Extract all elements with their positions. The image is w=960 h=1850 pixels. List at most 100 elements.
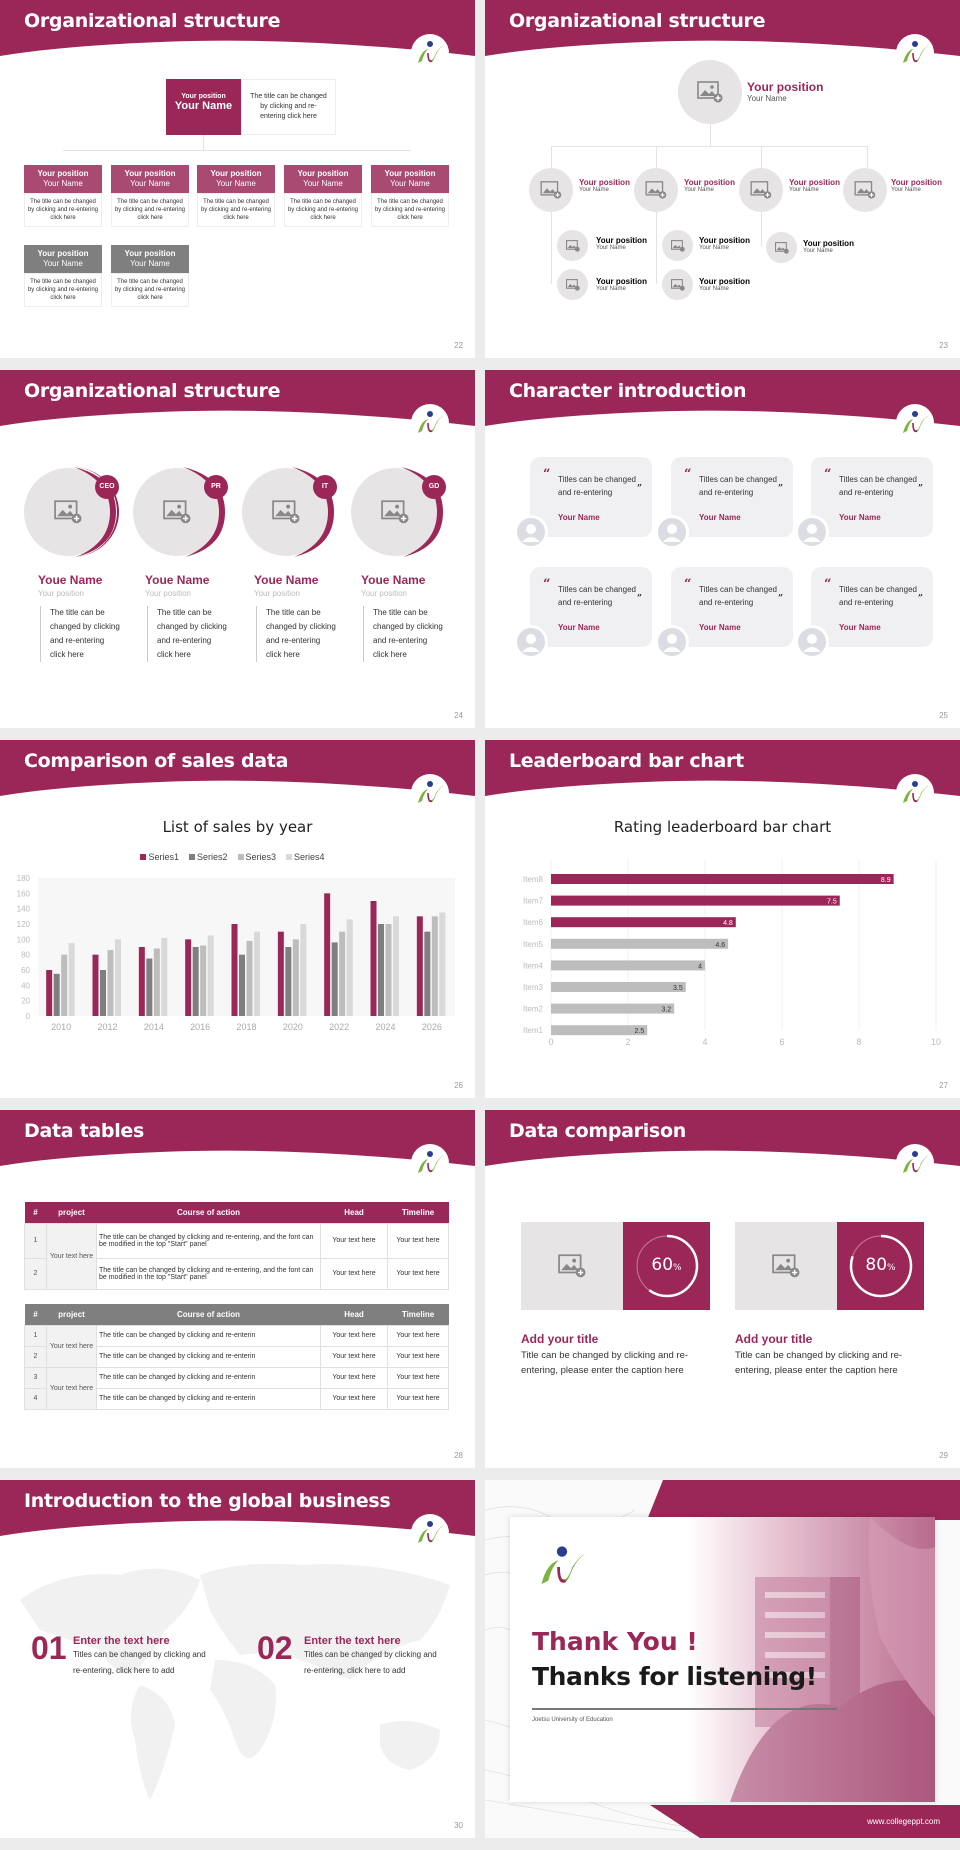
slide-23[interactable]: Organizational structure Your position Y… bbox=[485, 0, 960, 358]
slide-28[interactable]: Data tables # project Course of action H… bbox=[0, 1110, 475, 1468]
svg-text:2010: 2010 bbox=[51, 1022, 71, 1032]
slide-header: Comparison of sales data bbox=[0, 740, 475, 800]
slide-30[interactable]: Introduction to the global business 01 E… bbox=[0, 1480, 475, 1838]
slide-26[interactable]: Comparison of sales data List of sales b… bbox=[0, 740, 475, 1098]
person-photo[interactable]: GD bbox=[351, 467, 447, 557]
text-block: Enter the text here Titles can be changed… bbox=[304, 1635, 437, 1675]
website-link[interactable]: www.collegeppt.com bbox=[867, 1817, 940, 1826]
percent-value: 80% bbox=[865, 1255, 896, 1275]
slide-title: Introduction to the global business bbox=[24, 1490, 391, 1512]
svg-text:2014: 2014 bbox=[144, 1022, 164, 1032]
image-placeholder[interactable] bbox=[735, 1222, 837, 1310]
svg-text:2.5: 2.5 bbox=[635, 1028, 645, 1035]
slide-27[interactable]: Leaderboard bar chart Rating leaderboard… bbox=[485, 740, 960, 1098]
photo-placeholder[interactable] bbox=[678, 60, 742, 124]
connector bbox=[761, 146, 762, 168]
open-quote-icon: “ bbox=[684, 467, 692, 482]
image-add-icon bbox=[381, 500, 409, 524]
svg-text:Item4: Item4 bbox=[523, 961, 544, 970]
sales-bar-chart: 0 20 40 60 80 100 120 140 160 180 2010 2012 2014 2016… bbox=[17, 874, 455, 1032]
svg-text:2016: 2016 bbox=[190, 1022, 210, 1032]
position-label: Your position Your Name bbox=[684, 178, 735, 193]
photo-placeholder[interactable] bbox=[634, 168, 678, 212]
org-box[interactable]: Your position Your Name The title can be … bbox=[371, 165, 449, 227]
page-number: 26 bbox=[454, 1081, 463, 1090]
slide-title: Data comparison bbox=[509, 1120, 686, 1142]
cover-card: Thank You ! Thanks for listening! Joetsu… bbox=[510, 1517, 935, 1802]
org-box-header: Your position Your Name bbox=[197, 165, 275, 193]
page-number: 29 bbox=[939, 1451, 948, 1460]
org-box[interactable]: Your position Your Name The title can be … bbox=[284, 165, 362, 227]
item-number: 02 bbox=[257, 1630, 293, 1666]
university-name: Joetsu University of Education bbox=[532, 1717, 613, 1723]
slide-22[interactable]: Organizational structure Your position Y… bbox=[0, 0, 475, 358]
photo-placeholder[interactable] bbox=[766, 232, 797, 263]
top-position: Your position bbox=[181, 93, 226, 100]
svg-text:2024: 2024 bbox=[375, 1022, 395, 1032]
svg-text:10: 10 bbox=[931, 1037, 941, 1047]
photo-placeholder[interactable] bbox=[739, 168, 783, 212]
person-photo[interactable]: PR bbox=[133, 467, 229, 557]
org-box[interactable]: Your position Your Name The title can be … bbox=[197, 165, 275, 227]
connector bbox=[63, 150, 411, 151]
university-logo bbox=[411, 404, 449, 442]
svg-text:Item2: Item2 bbox=[523, 1005, 544, 1014]
org-box-desc: The title can be changed by clicking and… bbox=[24, 273, 102, 307]
leaderboard-bar-chart: 0 2 4 6 8 10 8.9 Item8 7.5 Item7 4.8 Item6 4.6 Item5 4… bbox=[523, 860, 941, 1047]
slide-header: Organizational structure bbox=[0, 370, 475, 430]
org-box-header: Your position Your Name bbox=[111, 165, 189, 193]
photo-placeholder[interactable] bbox=[843, 168, 887, 212]
quote-card[interactable]: “Titles can be changed and re-entering” Y… bbox=[530, 457, 652, 537]
photo-placeholder[interactable] bbox=[662, 269, 693, 300]
slide-title: Leaderboard bar chart bbox=[509, 750, 744, 772]
role-badge: CEO bbox=[95, 475, 119, 499]
position-label: Your position Your Name bbox=[699, 277, 750, 292]
connector bbox=[551, 212, 552, 284]
image-add-icon bbox=[163, 500, 191, 524]
slide-title: Comparison of sales data bbox=[24, 750, 289, 772]
svg-text:180: 180 bbox=[17, 874, 31, 883]
svg-text:Item5: Item5 bbox=[523, 940, 544, 949]
close-quote-icon: ” bbox=[917, 594, 923, 604]
org-top-box[interactable]: Your position Your Name bbox=[166, 79, 241, 135]
comparison-text: Add your title Title can be changed by c… bbox=[735, 1332, 903, 1376]
position-label: Your position Your Name bbox=[891, 178, 942, 193]
avatar-icon bbox=[795, 625, 829, 659]
slide-25[interactable]: Character introduction “Titles can be ch… bbox=[485, 370, 960, 728]
svg-text:3.5: 3.5 bbox=[673, 985, 683, 992]
slide-header: Character introduction bbox=[485, 370, 960, 430]
slide-29[interactable]: Data comparison 60% Add your title Title… bbox=[485, 1110, 960, 1468]
photo-placeholder[interactable] bbox=[557, 269, 588, 300]
avatar-icon bbox=[655, 515, 689, 549]
photo-placeholder[interactable] bbox=[557, 230, 588, 261]
svg-text:Item6: Item6 bbox=[523, 918, 544, 927]
quote-card[interactable]: “Titles can be changed and re-entering” Y… bbox=[671, 567, 793, 647]
svg-text:40: 40 bbox=[21, 981, 30, 990]
svg-text:4: 4 bbox=[702, 1037, 707, 1047]
chart-title: List of sales by year bbox=[162, 818, 313, 836]
person-photo[interactable]: CEO bbox=[24, 467, 120, 557]
slide-24[interactable]: Organizational structure CEO PR IT GD Yo… bbox=[0, 370, 475, 728]
quote-card[interactable]: “Titles can be changed and re-entering” Y… bbox=[671, 457, 793, 537]
org-box[interactable]: Your position Your Name The title can be … bbox=[111, 165, 189, 227]
connector bbox=[710, 124, 711, 146]
quote-card[interactable]: “Titles can be changed and re-entering” Y… bbox=[530, 567, 652, 647]
org-box[interactable]: Your position Your Name The title can be … bbox=[111, 245, 189, 307]
slide-header: Data tables bbox=[0, 1110, 475, 1170]
org-box[interactable]: Your position Your Name The title can be … bbox=[24, 165, 102, 227]
org-box-desc: The title can be changed by clicking and… bbox=[371, 193, 449, 227]
photo-placeholder[interactable] bbox=[662, 230, 693, 261]
role-badge: IT bbox=[313, 475, 337, 499]
image-placeholder[interactable] bbox=[521, 1222, 623, 1310]
person-photo[interactable]: IT bbox=[242, 467, 338, 557]
photo-placeholder[interactable] bbox=[529, 168, 573, 212]
connector bbox=[551, 146, 867, 147]
comparison-text: Add your title Title can be changed by c… bbox=[521, 1332, 689, 1376]
slide-thank-you[interactable]: Thank You ! Thanks for listening! Joetsu… bbox=[485, 1480, 960, 1838]
quote-card[interactable]: “Titles can be changed and re-entering” Y… bbox=[811, 457, 933, 537]
org-box[interactable]: Your position Your Name The title can be … bbox=[24, 245, 102, 307]
data-table-2: # project Course of action Head Timeline… bbox=[24, 1304, 449, 1410]
quote-card[interactable]: “Titles can be changed and re-entering” Y… bbox=[811, 567, 933, 647]
percent-panel: 60% bbox=[623, 1222, 710, 1310]
percent-value: 60% bbox=[651, 1255, 682, 1275]
